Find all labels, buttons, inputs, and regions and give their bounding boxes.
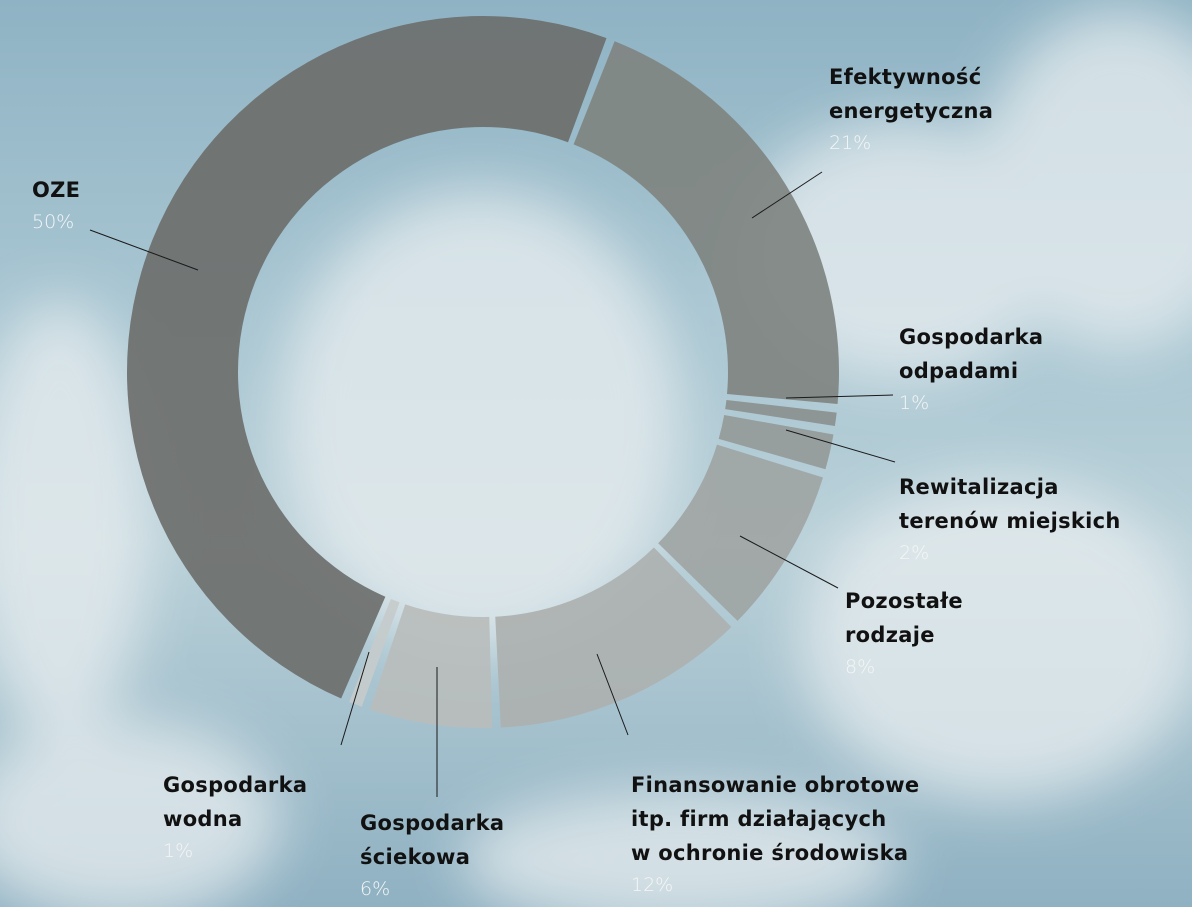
donut-segment bbox=[127, 16, 607, 699]
category-name: Finansowanie obrotowe itp. firm działają… bbox=[631, 768, 919, 870]
category-name: Gospodarka wodna bbox=[163, 768, 307, 836]
value-label: 1% bbox=[899, 388, 1043, 418]
category-name: Pozostałe rodzaje bbox=[845, 584, 963, 652]
value-label: 50% bbox=[32, 207, 80, 237]
value-label: 6% bbox=[360, 874, 504, 904]
value-label: 12% bbox=[631, 870, 919, 900]
category-name: Efektywność energetyczna bbox=[829, 60, 993, 128]
page: Efektywność energetyczna21% Gospodarka od… bbox=[0, 0, 1192, 907]
donut-segment bbox=[574, 41, 839, 404]
category-name: Gospodarka ściekowa bbox=[360, 806, 504, 874]
segment-label: Finansowanie obrotowe itp. firm działają… bbox=[631, 768, 919, 900]
category-name: Rewitalizacja terenów miejskich bbox=[899, 470, 1121, 538]
category-name: Gospodarka odpadami bbox=[899, 320, 1043, 388]
value-label: 2% bbox=[899, 538, 1121, 568]
value-label: 21% bbox=[829, 128, 993, 158]
value-label: 8% bbox=[845, 652, 963, 682]
value-label: 1% bbox=[163, 836, 307, 866]
category-name: OZE bbox=[32, 173, 80, 207]
